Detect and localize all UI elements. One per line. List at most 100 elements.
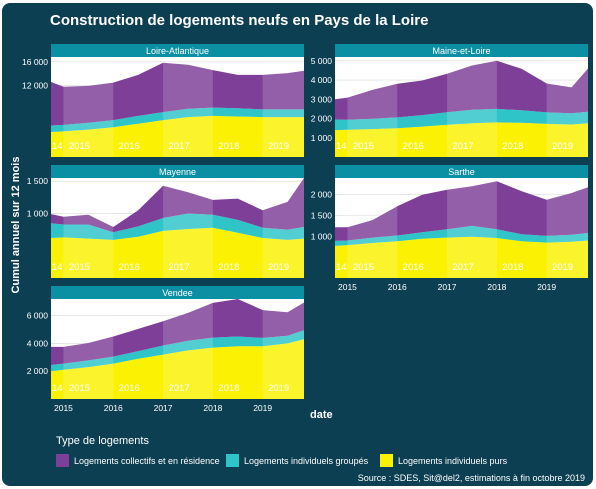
- inner-year-label-sarthe-14: 14: [336, 262, 347, 273]
- year-band-maine-et-loire-0: [347, 57, 398, 157]
- facet-strip-sarthe: [335, 165, 588, 178]
- facet-strip-mayenne: [51, 165, 304, 178]
- y-tick-label-maine-et-loire-2: 3 000: [311, 94, 333, 104]
- area-sarthe-2: [335, 181, 588, 241]
- x-tick-label-sarthe-2016: 2016: [388, 282, 407, 292]
- y-tick-label-maine-et-loire-0: 1 000: [311, 133, 333, 143]
- chart-title: Construction de logements neufs en Pays …: [50, 12, 429, 29]
- area-loire-atlantique-0: [51, 115, 304, 157]
- inner-year-label-mayenne-14: 14: [52, 262, 63, 273]
- legend-title: Type de logements: [56, 435, 149, 447]
- inner-year-label-mayenne-2019: 2019: [268, 262, 289, 273]
- y-tick-label-mayenne-1: 1 500: [27, 176, 49, 186]
- area-vendee-2: [51, 299, 304, 365]
- chart-card: Construction de logements neufs en Pays …: [2, 3, 593, 486]
- area-vendee-1: [51, 330, 304, 372]
- source-note: Source : SDES, Sit@del2, estimations à f…: [357, 473, 585, 483]
- y-tick-label-loire-atlantique-1: 16 000: [22, 57, 48, 67]
- area-mayenne-2: [51, 178, 304, 233]
- x-tick-label-vendee-2016: 2016: [104, 403, 123, 413]
- inner-year-label-maine-et-loire-2019: 2019: [552, 141, 573, 152]
- year-band-vendee-0: [63, 299, 114, 399]
- inner-year-label-sarthe-2018: 2018: [502, 262, 523, 273]
- inner-year-label-mayenne-2015: 2015: [69, 262, 90, 273]
- inner-year-label-vendee-2018: 2018: [218, 383, 239, 394]
- year-band-mayenne-0: [63, 178, 114, 278]
- year-band-loire-atlantique-0: [63, 57, 114, 157]
- x-tick-label-sarthe-2017: 2017: [438, 282, 457, 292]
- facet-title-sarthe: Sarthe: [448, 167, 475, 177]
- y-tick-label-vendee-0: 2 000: [27, 366, 49, 376]
- x-tick-label-vendee-2015: 2015: [54, 403, 73, 413]
- x-tick-label-vendee-2017: 2017: [154, 403, 173, 413]
- inner-year-label-vendee-2015: 2015: [69, 383, 90, 394]
- legend-label-groupes: Logements individuels groupés: [244, 455, 369, 466]
- y-tick-label-vendee-1: 4 000: [27, 338, 49, 348]
- x-tick-label-sarthe-2018: 2018: [487, 282, 506, 292]
- inner-year-label-loire-atlantique-14: 14: [52, 141, 63, 152]
- year-band-vendee-1: [163, 299, 213, 399]
- year-band-sarthe-0: [347, 178, 398, 278]
- x-tick-label-sarthe-2019: 2019: [537, 282, 556, 292]
- y-tick-label-maine-et-loire-3: 4 000: [311, 75, 333, 85]
- y-tick-label-maine-et-loire-1: 2 000: [311, 114, 333, 124]
- y-tick-label-mayenne-0: 1 000: [27, 208, 49, 218]
- legend-swatch-groupes: [226, 454, 239, 467]
- inner-year-label-maine-et-loire-2017: 2017: [452, 141, 473, 152]
- legend-item-purs: Logements individuels purs: [380, 454, 507, 467]
- x-tick-label-vendee-2019: 2019: [253, 403, 272, 413]
- legend-swatch-purs: [380, 454, 393, 467]
- year-band-maine-et-loire-2: [546, 57, 588, 157]
- y-tick-label-sarthe-0: 1 000: [311, 231, 333, 241]
- y-tick-label-vendee-2: 6 000: [27, 311, 49, 321]
- inner-year-label-loire-atlantique-2017: 2017: [168, 141, 189, 152]
- inner-year-label-vendee-14: 14: [52, 383, 63, 394]
- facet-title-mayenne: Mayenne: [159, 167, 196, 177]
- inner-year-label-maine-et-loire-2015: 2015: [353, 141, 374, 152]
- x-tick-label-vendee-2018: 2018: [203, 403, 222, 413]
- inner-year-label-sarthe-2019: 2019: [552, 262, 573, 273]
- area-loire-atlantique-1: [51, 107, 304, 132]
- inner-year-label-mayenne-2018: 2018: [218, 262, 239, 273]
- inner-year-label-sarthe-2017: 2017: [452, 262, 473, 273]
- year-band-loire-atlantique-2: [262, 57, 304, 157]
- area-maine-et-loire-1: [335, 108, 588, 131]
- area-mayenne-1: [51, 213, 304, 240]
- inner-year-label-vendee-2019: 2019: [268, 383, 289, 394]
- x-axis-label: date: [310, 409, 333, 421]
- inner-year-label-loire-atlantique-2018: 2018: [218, 141, 239, 152]
- legend-swatch-collectifs: [56, 454, 69, 467]
- inner-year-label-sarthe-2015: 2015: [353, 262, 374, 273]
- x-tick-label-sarthe-2015: 2015: [338, 282, 357, 292]
- area-sarthe-1: [335, 225, 588, 246]
- area-loire-atlantique-2: [51, 62, 304, 126]
- area-sarthe-0: [335, 236, 588, 278]
- facet-strip-maine-et-loire: [335, 44, 588, 57]
- inner-year-label-loire-atlantique-2019: 2019: [268, 141, 289, 152]
- facet-title-maine-et-loire: Maine-et-Loire: [432, 46, 490, 56]
- facet-title-loire-atlantique: Loire-Atlantique: [146, 46, 209, 56]
- year-band-vendee-2: [262, 299, 304, 399]
- legend-item-collectifs: Logements collectifs et en résidence: [56, 454, 220, 467]
- facet-strip-loire-atlantique: [51, 44, 304, 57]
- y-tick-label-loire-atlantique-0: 12 000: [22, 81, 48, 91]
- legend-label-collectifs: Logements collectifs et en résidence: [74, 455, 220, 466]
- year-band-sarthe-2: [546, 178, 588, 278]
- y-tick-label-sarthe-2: 2 000: [311, 190, 333, 200]
- facet-title-vendee: Vendee: [162, 288, 193, 298]
- year-band-mayenne-1: [163, 178, 213, 278]
- y-tick-label-maine-et-loire-4: 5 000: [311, 56, 333, 66]
- inner-year-label-vendee-2017: 2017: [168, 383, 189, 394]
- area-maine-et-loire-0: [335, 122, 588, 157]
- inner-year-label-loire-atlantique-2016: 2016: [119, 141, 140, 152]
- inner-year-label-maine-et-loire-2016: 2016: [403, 141, 424, 152]
- inner-year-label-sarthe-2016: 2016: [403, 262, 424, 273]
- area-vendee-0: [51, 339, 304, 399]
- year-band-loire-atlantique-1: [163, 57, 213, 157]
- y-tick-label-sarthe-1: 1 500: [311, 211, 333, 221]
- inner-year-label-mayenne-2016: 2016: [119, 262, 140, 273]
- year-band-mayenne-2: [262, 178, 304, 278]
- legend-item-groupes: Logements individuels groupés: [226, 454, 368, 467]
- legend-label-purs: Logements individuels purs: [398, 455, 508, 466]
- facet-strip-vendee: [51, 286, 304, 299]
